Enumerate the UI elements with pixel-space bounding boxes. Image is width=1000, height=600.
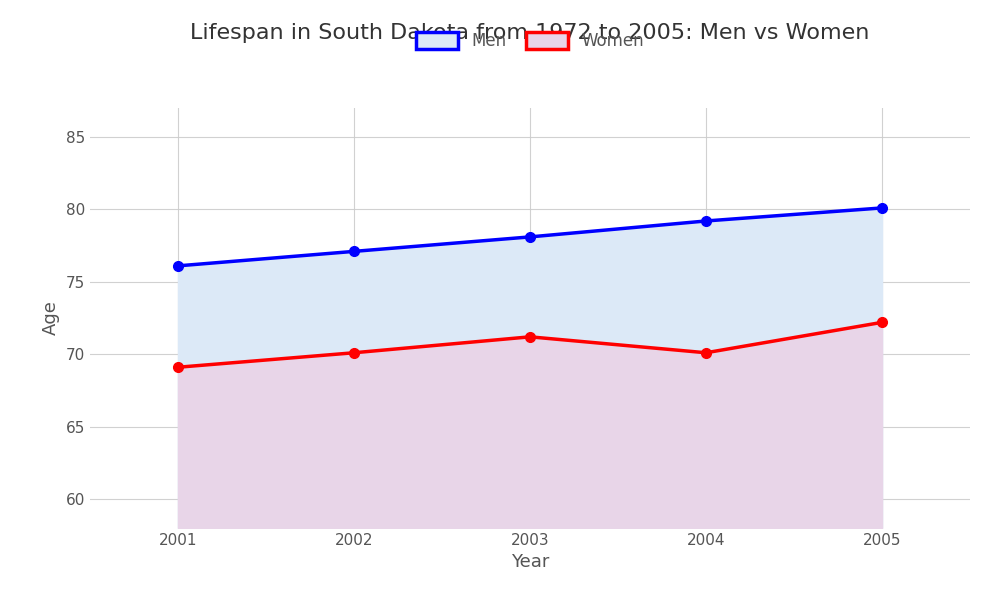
Men xyxy=(876,205,888,212)
Line: Women: Women xyxy=(173,317,887,372)
Legend: Men, Women: Men, Women xyxy=(408,24,652,59)
Women xyxy=(172,364,184,371)
Women xyxy=(876,319,888,326)
Men xyxy=(172,262,184,269)
Men xyxy=(524,233,536,241)
X-axis label: Year: Year xyxy=(511,553,549,571)
Y-axis label: Age: Age xyxy=(42,301,60,335)
Women xyxy=(524,333,536,340)
Men xyxy=(700,217,712,224)
Men xyxy=(348,248,360,255)
Women xyxy=(348,349,360,356)
Women xyxy=(700,349,712,356)
Line: Men: Men xyxy=(173,203,887,271)
Title: Lifespan in South Dakota from 1972 to 2005: Men vs Women: Lifespan in South Dakota from 1972 to 20… xyxy=(190,23,870,43)
